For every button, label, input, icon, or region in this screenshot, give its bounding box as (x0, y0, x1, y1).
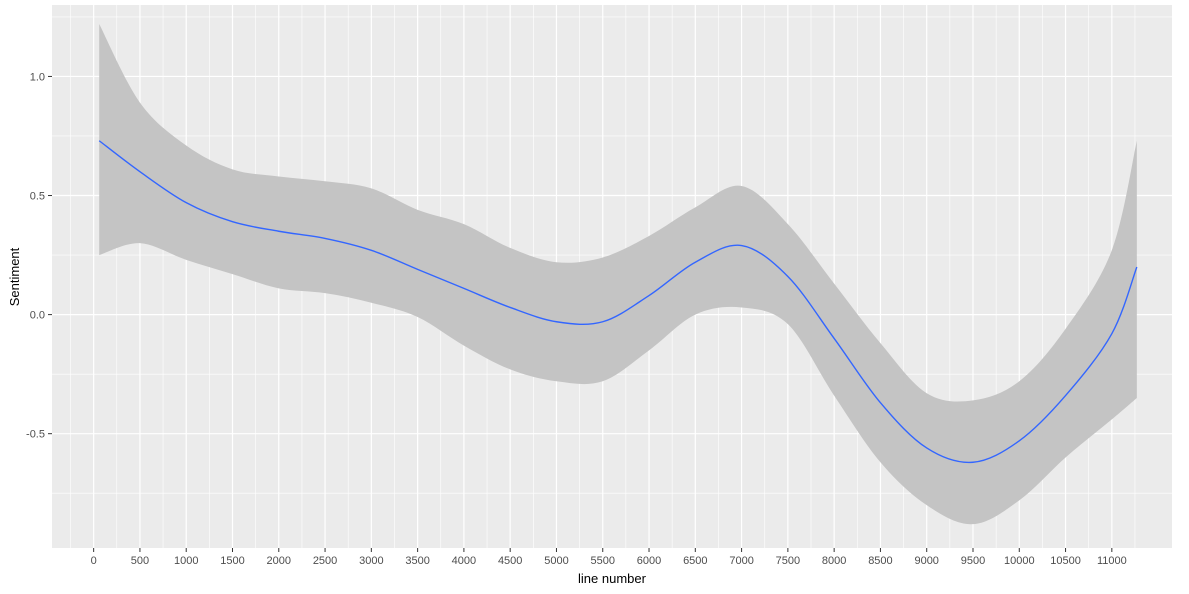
x-tick-label: 6500 (683, 555, 707, 567)
y-tick-label: 0.0 (30, 310, 45, 322)
x-axis-title: line number (578, 571, 647, 586)
x-tick-label: 8500 (868, 555, 892, 567)
x-tick-label: 9000 (914, 555, 938, 567)
x-axis-ticks: 0 500 1000 1500 2000 2500 3000 3500 4000 4500 5000… (91, 548, 1127, 567)
x-tick-label: 10500 (1050, 555, 1081, 567)
grid-major (52, 5, 1172, 548)
y-tick-label: 1.0 (30, 71, 45, 83)
x-tick-label: 2500 (313, 555, 337, 567)
x-tick-label: 8000 (822, 555, 846, 567)
x-tick-label: 6000 (637, 555, 661, 567)
x-tick-label: 7000 (729, 555, 753, 567)
x-tick-label: 1500 (220, 555, 244, 567)
y-tick-label: 0.5 (30, 191, 45, 203)
y-axis-ticks: -0.5 0.0 0.5 1.0 (26, 71, 52, 441)
x-tick-label: 1000 (174, 555, 198, 567)
x-tick-label: 4500 (498, 555, 522, 567)
x-tick-label: 500 (131, 555, 149, 567)
x-tick-label: 3000 (359, 555, 383, 567)
x-tick-label: 4000 (452, 555, 476, 567)
x-tick-label: 10000 (1004, 555, 1035, 567)
y-axis-title: Sentiment (7, 247, 22, 306)
x-tick-label: 5500 (591, 555, 615, 567)
y-tick-label: -0.5 (26, 429, 45, 441)
x-tick-label: 3500 (405, 555, 429, 567)
smooth-line (98, 140, 1138, 464)
x-tick-label: 0 (91, 555, 97, 567)
x-tick-label: 7500 (776, 555, 800, 567)
x-tick-label: 5000 (544, 555, 568, 567)
x-tick-label: 11000 (1097, 555, 1127, 567)
x-tick-label: 2000 (267, 555, 291, 567)
x-tick-label: 9500 (961, 555, 985, 567)
